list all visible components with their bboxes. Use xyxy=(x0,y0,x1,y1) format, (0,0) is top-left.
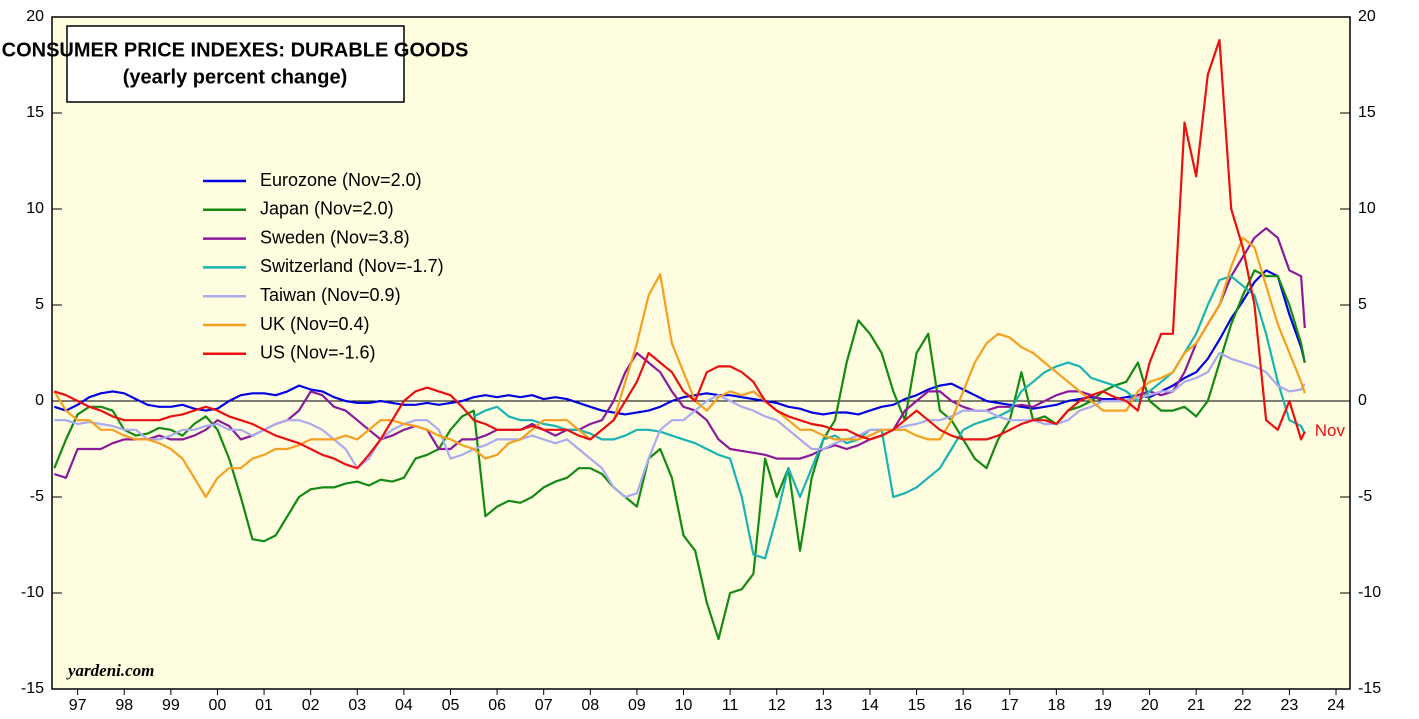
y-tick-label: -10 xyxy=(21,584,44,601)
x-tick-label: 18 xyxy=(1047,697,1065,714)
y2-tick-label: -5 xyxy=(1358,488,1372,505)
legend-label: Japan (Nov=2.0) xyxy=(260,199,394,219)
x-tick-label: 22 xyxy=(1234,697,1252,714)
y2-tick-label: -10 xyxy=(1358,584,1381,601)
x-tick-label: 00 xyxy=(209,697,227,714)
legend-label: UK (Nov=0.4) xyxy=(260,314,370,334)
legend-label: US (Nov=-1.6) xyxy=(260,343,376,363)
title-box xyxy=(66,25,405,103)
y-tick-label: -5 xyxy=(30,488,44,505)
x-tick-label: 23 xyxy=(1281,697,1299,714)
legend-label: Switzerland (Nov=-1.7) xyxy=(260,256,444,276)
y-tick-label: 5 xyxy=(35,296,44,313)
plot-area xyxy=(51,16,1351,690)
y2-tick-label: -15 xyxy=(1358,680,1381,697)
x-tick-label: 01 xyxy=(255,697,273,714)
x-tick-label: 10 xyxy=(675,697,693,714)
x-tick-label: 05 xyxy=(442,697,460,714)
x-tick-label: 09 xyxy=(628,697,646,714)
x-tick-label: 07 xyxy=(535,697,553,714)
x-tick-label: 11 xyxy=(722,697,739,714)
x-tick-label: 08 xyxy=(581,697,599,714)
chart-title: CONSUMER PRICE INDEXES: DURABLE GOODS xyxy=(2,39,469,61)
y-tick-label: -15 xyxy=(21,680,44,697)
series-line xyxy=(53,38,1306,470)
y-tick-label: 10 xyxy=(26,200,44,217)
x-tick-label: 03 xyxy=(348,697,366,714)
x-tick-label: 06 xyxy=(488,697,506,714)
legend-label: Eurozone (Nov=2.0) xyxy=(260,170,422,190)
y-tick-label: 0 xyxy=(35,392,44,409)
y-tick-label: 15 xyxy=(26,104,44,121)
x-tick-label: 16 xyxy=(954,697,972,714)
legend-label: Taiwan (Nov=0.9) xyxy=(260,285,401,305)
y2-tick-label: 5 xyxy=(1358,296,1367,313)
x-tick-label: 13 xyxy=(814,697,832,714)
x-tick-label: 14 xyxy=(861,697,879,714)
y2-tick-label: 10 xyxy=(1358,200,1376,217)
x-tick-label: 97 xyxy=(69,697,87,714)
x-tick-label: 02 xyxy=(302,697,320,714)
x-tick-label: 12 xyxy=(768,697,786,714)
legend-label: Sweden (Nov=3.8) xyxy=(260,227,410,247)
chart-subtitle: (yearly percent change) xyxy=(123,66,348,88)
x-tick-label: 24 xyxy=(1327,697,1345,714)
series-line xyxy=(53,269,1306,416)
x-tick-label: 98 xyxy=(115,697,133,714)
x-tick-label: 04 xyxy=(395,697,413,714)
series-line xyxy=(53,236,1306,499)
x-tick-label: 21 xyxy=(1187,697,1205,714)
x-tick-label: 17 xyxy=(1001,697,1019,714)
annotation: Nov xyxy=(1315,421,1346,440)
x-tick-label: 15 xyxy=(908,697,926,714)
y2-tick-label: 20 xyxy=(1358,8,1376,25)
y2-tick-label: 15 xyxy=(1358,104,1376,121)
y2-tick-label: 0 xyxy=(1358,392,1367,409)
x-tick-label: 19 xyxy=(1094,697,1112,714)
source: yardeni.com xyxy=(66,661,154,680)
y-tick-label: 20 xyxy=(26,8,44,25)
x-tick-label: 20 xyxy=(1141,697,1159,714)
x-tick-label: 99 xyxy=(162,697,180,714)
